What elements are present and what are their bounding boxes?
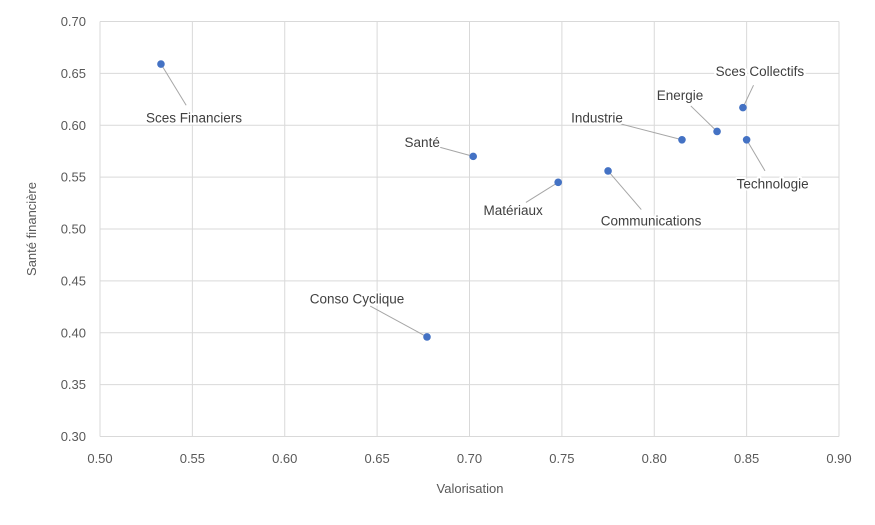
leader-line <box>611 121 683 141</box>
y-tick-label: 0.65 <box>61 66 86 81</box>
data-point <box>469 152 477 161</box>
x-axis-title: Valorisation <box>437 481 504 496</box>
point-labels-layer: Sces Financiers Conso Cyclique Santé Matéri… <box>144 62 811 308</box>
tick-labels-layer: 0.50 0.55 0.60 0.65 0.70 0.75 0.80 0.85 0.90 0.30… <box>61 14 852 466</box>
y-tick-label: 0.50 <box>61 222 86 237</box>
point-label: Sces Collectifs <box>716 64 805 79</box>
gridlines-layer <box>99 21 840 437</box>
y-axis-title: Santé financière <box>24 182 39 276</box>
point-label: Matériaux <box>484 203 544 218</box>
x-tick-label: 0.80 <box>642 451 667 466</box>
leader-line <box>690 105 718 132</box>
y-tick-label: 0.70 <box>61 14 86 29</box>
x-tick-label: 0.50 <box>87 451 112 466</box>
leader-line <box>607 170 642 210</box>
data-point <box>742 135 751 144</box>
leader-lines-layer <box>160 63 766 338</box>
point-label: Communications <box>601 213 702 228</box>
y-tick-label: 0.60 <box>61 118 86 133</box>
data-points-layer <box>157 60 751 341</box>
x-tick-label: 0.55 <box>180 451 205 466</box>
x-tick-label: 0.70 <box>457 451 482 466</box>
data-point <box>423 333 431 341</box>
x-tick-label: 0.90 <box>826 451 851 466</box>
data-point <box>554 178 562 187</box>
leader-line <box>742 84 754 108</box>
x-tick-label: 0.75 <box>549 451 574 466</box>
x-tick-label: 0.65 <box>364 451 389 466</box>
y-tick-label: 0.35 <box>61 377 86 392</box>
point-label: Technologie <box>737 176 809 191</box>
point-label: Sces Financiers <box>146 111 242 126</box>
point-label: Santé <box>405 135 440 150</box>
data-point <box>678 135 686 144</box>
data-point <box>713 127 721 136</box>
leader-line <box>746 139 766 172</box>
data-point <box>157 60 165 68</box>
point-label: Conso Cyclique <box>310 291 405 306</box>
leader-line <box>436 145 474 157</box>
leader-line <box>525 181 559 203</box>
leader-line <box>369 305 428 338</box>
data-point <box>604 167 612 175</box>
x-tick-label: 0.85 <box>734 451 759 466</box>
y-tick-label: 0.45 <box>61 273 86 288</box>
point-label: Industrie <box>571 110 623 125</box>
data-point <box>739 103 747 112</box>
y-tick-label: 0.30 <box>61 429 86 444</box>
point-label: Energie <box>657 88 704 103</box>
y-tick-label: 0.55 <box>61 170 86 185</box>
y-tick-label: 0.40 <box>61 325 86 340</box>
x-tick-label: 0.60 <box>272 451 297 466</box>
leader-line <box>160 63 187 106</box>
